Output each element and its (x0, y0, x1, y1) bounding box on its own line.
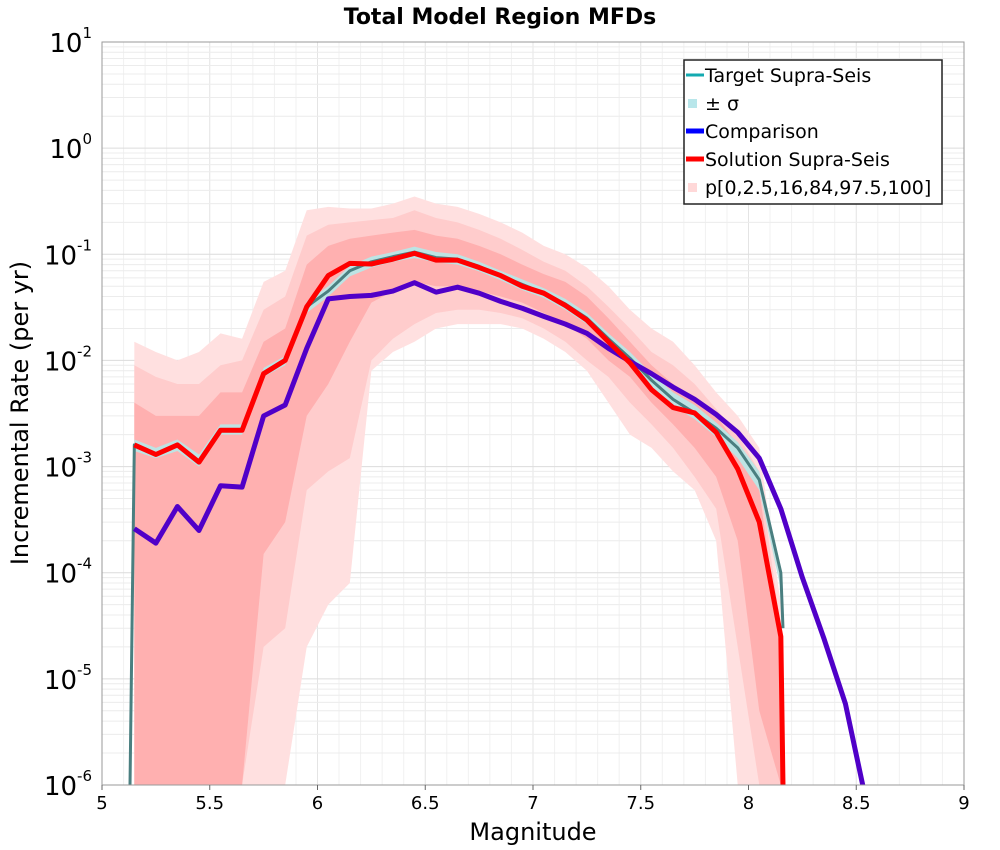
x-tick-label: 5 (96, 793, 107, 814)
y-tick-label: 100 (49, 130, 92, 165)
legend-label: Comparison (705, 121, 819, 143)
legend-label: ± σ (705, 93, 739, 115)
legend-swatch (688, 99, 697, 108)
x-tick-label: 8.5 (842, 793, 871, 814)
x-tick-label: 5.5 (195, 793, 224, 814)
x-tick-label: 6 (312, 793, 323, 814)
y-tick-label: 10-6 (44, 767, 92, 802)
series-comparison (132, 280, 866, 785)
y-tick-label: 10-4 (44, 555, 92, 590)
chart-title: Total Model Region MFDs (344, 5, 657, 30)
series-lines (128, 250, 866, 785)
series-solution-supra-seis (133, 250, 786, 785)
legend-box (683, 59, 943, 205)
y-tick-label: 10-2 (44, 342, 92, 377)
x-tick-label: 9 (958, 793, 969, 814)
legend-label: Target Supra-Seis (704, 65, 871, 87)
legend-swatch (688, 183, 697, 192)
x-tick-label: 8 (743, 793, 754, 814)
y-tick-label: 10-3 (44, 449, 92, 484)
x-tick-label: 7.5 (626, 793, 655, 814)
x-tick-label: 6.5 (411, 793, 440, 814)
y-axis-ticks: 10-6 10-5 10-4 10-3 10-2 10-1 100 101 (44, 24, 92, 802)
x-axis-ticks: 5 5.5 6 6.5 7 7.5 8 8.5 9 (96, 785, 970, 814)
y-tick-label: 10-1 (44, 236, 92, 271)
x-axis-label: Magnitude (469, 818, 596, 846)
x-tick-label: 7 (527, 793, 538, 814)
legend-label: p[0,2.5,16,84,97.5,100] (705, 177, 931, 199)
band-p-16-84- (134, 229, 781, 785)
y-tick-label: 10-5 (44, 661, 92, 696)
legend: Target Supra-Seis ± σ Comparison Solution S… (683, 59, 943, 205)
y-axis-label: Incremental Rate (per yr) (6, 261, 34, 565)
legend-label: Solution Supra-Seis (705, 149, 890, 171)
y-tick-label: 101 (49, 24, 92, 59)
